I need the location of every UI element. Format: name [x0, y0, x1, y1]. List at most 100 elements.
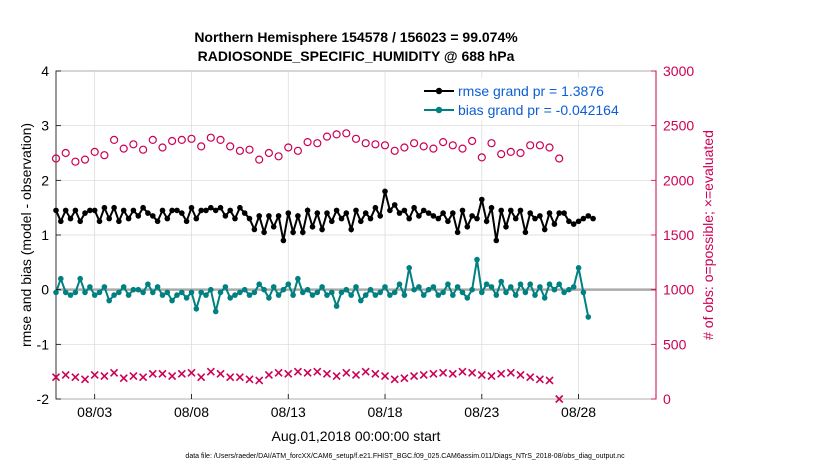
obs-possible-point	[419, 142, 428, 151]
bias-point	[503, 289, 509, 296]
obs-evaluated-point	[380, 371, 390, 381]
bias-point	[169, 297, 175, 304]
obs-evaluated-point	[390, 375, 399, 384]
rmse-point	[111, 204, 117, 211]
obs-possible-point	[477, 153, 486, 162]
obs-evaluated-point	[139, 373, 148, 382]
obs-possible-point	[545, 143, 554, 152]
series-obs_evaluated	[51, 367, 564, 404]
obs-possible-point	[448, 141, 457, 150]
bias-point	[575, 265, 582, 271]
bias-point	[319, 284, 325, 290]
bias-point	[227, 295, 233, 301]
bias-point	[430, 284, 437, 290]
obs-evaluated-point	[129, 371, 138, 381]
obs-evaluated-point	[235, 373, 244, 382]
bias-point	[96, 289, 103, 296]
rmse-point	[333, 207, 340, 214]
bias-point	[358, 297, 364, 304]
obs-possible-point	[390, 146, 399, 155]
obs-evaluated-point	[361, 367, 370, 376]
rmse-point	[217, 204, 224, 211]
rmse-point	[406, 215, 413, 222]
rmse-point	[130, 207, 137, 214]
bias-point	[440, 289, 446, 296]
rmse-point	[343, 210, 350, 216]
rmse-point	[454, 229, 461, 236]
rmse-point	[309, 224, 316, 230]
rmse-point	[353, 207, 359, 214]
rmse-point	[208, 204, 214, 211]
rmse-point	[300, 229, 306, 236]
rmse-point	[527, 210, 533, 216]
y-tick-label-left: -2	[37, 391, 50, 407]
rmse-point	[275, 213, 282, 219]
rmse-point	[517, 207, 524, 214]
obs-evaluated-point	[439, 368, 448, 377]
obs-possible-point	[526, 141, 535, 150]
obs-evaluated-point	[332, 371, 341, 381]
rmse-point	[358, 218, 364, 225]
bias-point	[585, 314, 592, 320]
bias-point	[469, 286, 475, 293]
bias-point	[91, 292, 98, 298]
obs-possible-point	[61, 148, 70, 158]
rmse-point	[575, 218, 582, 225]
obs-evaluated-point	[303, 368, 312, 377]
rmse-point	[382, 188, 388, 195]
rmse-point	[391, 202, 398, 208]
rmse-point	[580, 215, 587, 222]
bias-point	[62, 289, 69, 296]
obs-possible-point	[226, 142, 235, 151]
rmse-point	[96, 218, 103, 225]
obs-evaluated-point	[342, 368, 351, 377]
obs-possible-point	[487, 139, 496, 148]
rmse-point	[401, 207, 408, 214]
obs-possible-point	[264, 148, 273, 158]
obs-possible-point	[293, 146, 302, 155]
bias-point	[304, 286, 311, 293]
obs-evaluated-point	[264, 370, 273, 380]
legend: rmse grand pr = 1.3876 bias grand pr = -…	[420, 78, 652, 120]
obs-possible-point	[129, 140, 138, 149]
bias-point	[261, 286, 267, 293]
obs-possible-point	[322, 132, 332, 141]
series-rmse	[53, 188, 596, 244]
rmse-point	[266, 213, 272, 219]
rmse-point	[150, 213, 156, 219]
obs-evaluated-point	[216, 369, 225, 378]
rmse-point	[295, 213, 301, 219]
bias-point	[406, 265, 413, 271]
bias-point	[551, 286, 558, 293]
obs-possible-point	[351, 134, 361, 143]
rmse-point	[125, 215, 132, 222]
bias-point	[203, 292, 209, 298]
x-tick-label: 08/18	[368, 404, 403, 420]
y-tick-label-right: 1500	[663, 227, 694, 243]
bias-point	[464, 295, 471, 301]
x-tick-label: 08/28	[561, 404, 596, 420]
obs-evaluated-point	[409, 371, 419, 381]
obs-possible-point	[371, 140, 380, 149]
y-tick-label-right: 0	[663, 391, 671, 407]
rmse-point	[377, 213, 384, 219]
bias-point	[246, 292, 253, 298]
bias-point	[546, 281, 553, 288]
obs-evaluated-point	[477, 370, 486, 380]
obs-evaluated-point	[226, 373, 235, 382]
series-bias	[53, 256, 592, 320]
rmse-point	[154, 218, 161, 225]
obs-possible-point	[109, 135, 119, 144]
obs-possible-point	[342, 129, 351, 138]
bias-point	[270, 284, 277, 290]
obs-possible-point	[429, 144, 438, 153]
bias-point	[561, 289, 567, 296]
bias-point	[150, 289, 156, 296]
obs-evaluated-point	[400, 374, 409, 383]
bias-point	[387, 292, 393, 298]
bias-point	[537, 284, 543, 290]
rmse-point	[91, 207, 98, 214]
rmse-point	[62, 207, 69, 214]
obs-evaluated-point	[429, 369, 438, 378]
obs-possible-point	[80, 155, 90, 164]
